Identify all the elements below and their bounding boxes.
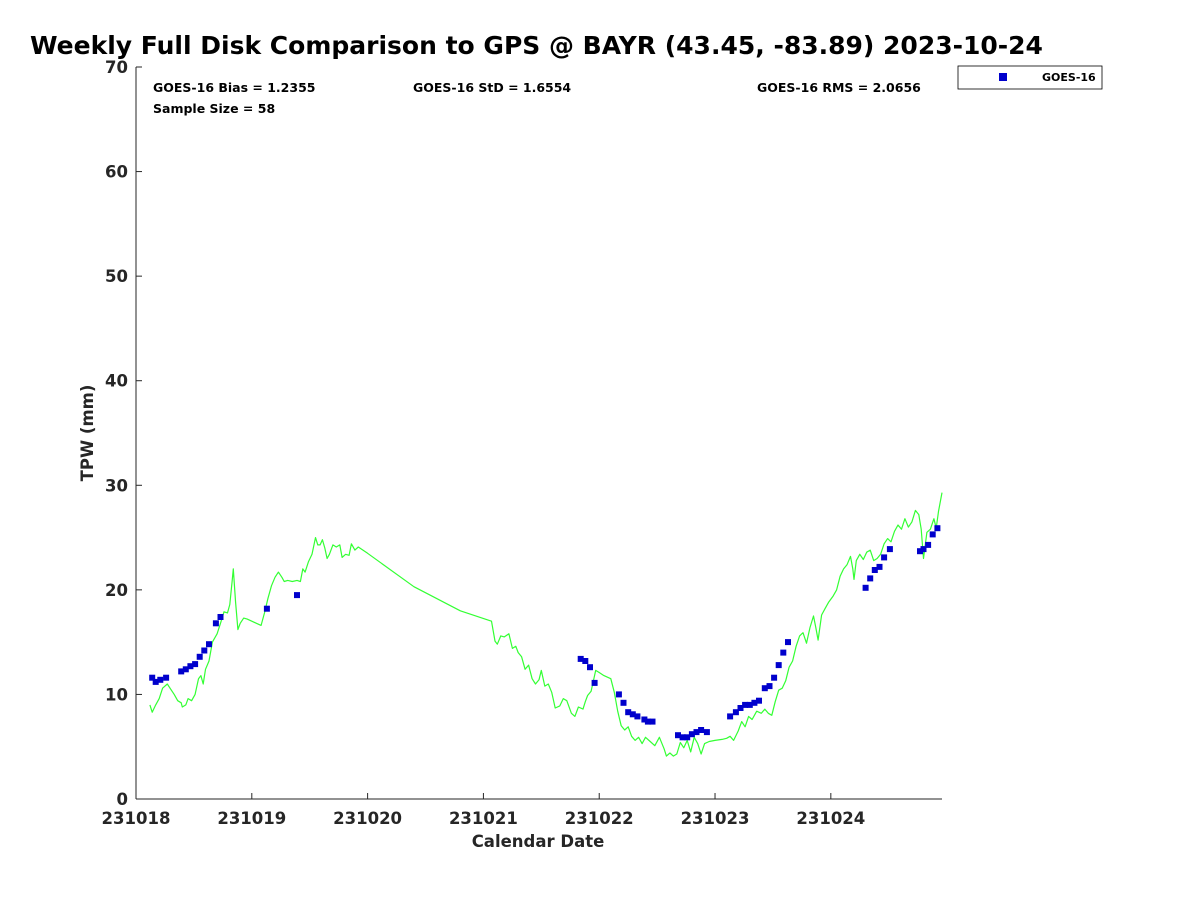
x-axis-ticks: 231018 231019 231020 231021 231022 231023 2310… <box>102 793 865 828</box>
x-tick-label: 231018 <box>102 809 171 828</box>
goes16-data-point <box>649 718 656 725</box>
gps-series-line <box>149 492 943 757</box>
y-tick-label: 10 <box>105 685 128 704</box>
goes16-data-point <box>634 713 641 720</box>
goes16-data-point <box>871 567 878 573</box>
goes16-data-point <box>644 718 651 725</box>
y-tick-label: 20 <box>105 581 128 600</box>
goes16-data-point <box>920 546 927 553</box>
goes16-data-point <box>751 699 758 706</box>
chart-title: Weekly Full Disk Comparison to GPS @ BAY… <box>30 31 1043 60</box>
legend-box <box>957 65 1103 90</box>
goes16-data-point <box>577 655 584 662</box>
bias-stat: GOES-16 Bias = 1.2355 <box>153 80 315 95</box>
goes16-data-point <box>785 639 791 646</box>
x-tick-label: 231024 <box>796 809 865 828</box>
x-tick-label: 231019 <box>217 809 286 828</box>
goes16-data-point <box>876 563 883 570</box>
goes16-data-point <box>766 683 773 690</box>
goes16-data-point <box>192 661 199 668</box>
goes16-data-point <box>157 676 164 683</box>
x-tick-label: 231020 <box>333 809 402 828</box>
goes16-data-point <box>698 727 705 733</box>
goes16-data-point <box>886 546 893 553</box>
goes16-data-point <box>925 541 932 548</box>
goes16-data-point <box>684 734 691 741</box>
goes16-data-point <box>688 731 695 738</box>
goes16-data-point <box>294 592 300 599</box>
goes16-data-point <box>756 697 762 704</box>
legend: GOES-16 <box>957 65 1103 90</box>
goes16-data-point <box>862 584 869 591</box>
goes16-data-point <box>163 674 170 681</box>
goes16-data-point <box>679 734 686 741</box>
goes16-data-point <box>746 701 753 708</box>
goes16-data-point <box>201 647 208 654</box>
goes16-data-point <box>263 605 270 612</box>
x-tick-label: 231023 <box>681 809 750 828</box>
gps-line-layer <box>149 492 943 757</box>
y-tick-label: 60 <box>105 163 128 182</box>
goes16-data-point <box>761 685 768 692</box>
goes16-data-point <box>217 614 224 620</box>
y-tick-label: 70 <box>105 58 128 77</box>
plot-frame <box>136 67 942 799</box>
goes16-data-point <box>620 699 627 706</box>
legend-label-goes16: GOES-16 <box>1042 71 1096 84</box>
goes16-data-point <box>152 678 159 685</box>
goes16-data-point <box>881 554 888 561</box>
goes16-data-point <box>582 658 589 664</box>
goes16-data-point <box>693 729 700 736</box>
goes16-data-point <box>196 653 203 660</box>
x-tick-label: 231022 <box>565 809 634 828</box>
y-tick-label: 0 <box>117 790 128 809</box>
goes16-data-point <box>775 662 782 669</box>
y-tick-label: 50 <box>105 267 128 286</box>
legend-marker-goes16 <box>999 73 1007 81</box>
goes16-data-point <box>625 709 632 716</box>
goes16-data-point <box>587 664 593 671</box>
goes16-data-point <box>929 531 936 538</box>
x-axis-label: Calendar Date <box>472 832 605 851</box>
goes16-data-point <box>149 674 156 681</box>
goes16-data-point <box>206 641 212 648</box>
y-axis-ticks: 0 10 20 30 40 50 60 70 <box>105 58 142 809</box>
goes16-data-point <box>867 575 874 582</box>
goes16-points-layer <box>149 525 941 741</box>
plot-area: 0 10 20 30 40 50 60 70 231018 231019 231020 231021… <box>102 58 943 828</box>
sample-size-stat: Sample Size = 58 <box>153 101 275 116</box>
goes16-data-point <box>742 701 749 708</box>
goes16-data-point <box>727 713 734 720</box>
goes16-data-point <box>629 711 636 718</box>
goes16-data-point <box>732 709 739 716</box>
goes16-data-point <box>615 691 622 698</box>
goes16-data-point <box>591 679 598 686</box>
x-tick-label: 231021 <box>449 809 518 828</box>
y-tick-label: 40 <box>105 372 128 391</box>
goes16-data-point <box>934 525 941 532</box>
goes16-data-point <box>187 663 194 670</box>
goes16-data-point <box>178 668 185 675</box>
std-stat: GOES-16 StD = 1.6554 <box>413 80 571 95</box>
y-tick-label: 30 <box>105 476 128 495</box>
goes16-data-point <box>780 649 787 656</box>
goes16-data-point <box>182 666 189 673</box>
goes16-data-point <box>917 548 923 555</box>
rms-stat: GOES-16 RMS = 2.0656 <box>757 80 921 95</box>
goes16-data-point <box>675 732 681 739</box>
y-axis-label: TPW (mm) <box>78 385 97 482</box>
goes16-data-point <box>771 674 778 681</box>
goes16-data-point <box>703 729 710 736</box>
goes16-data-point <box>212 620 219 627</box>
goes16-data-point <box>737 705 744 711</box>
goes16-data-point <box>641 716 648 723</box>
